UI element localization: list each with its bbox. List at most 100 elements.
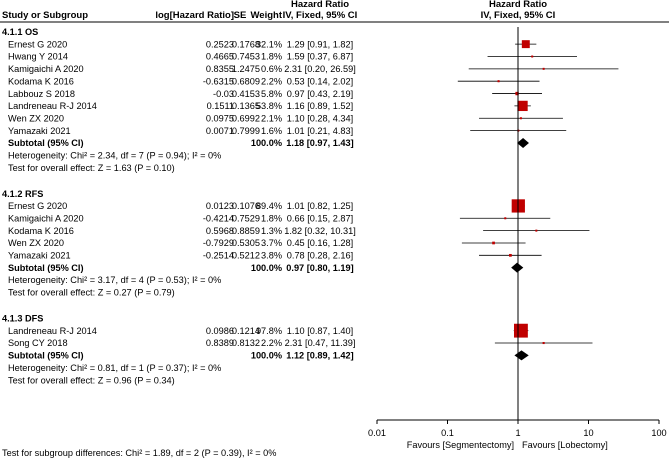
header-plot-subtitle: IV, Fixed, 95% CI [481,10,556,21]
study-loghr: 0.4665 [206,52,234,62]
study-se: 0.5212 [232,251,260,261]
heterogeneity-text: Heterogeneity: Chi² = 0.81, df = 1 (P = … [8,363,221,373]
favours-left-label: Favours [Segmentectomy] [407,440,514,450]
study-ci: 0.97 [0.43, 2.19] [287,89,353,99]
study-weight: 1.8% [261,52,282,62]
study-weight: 97.8% [256,326,282,336]
header-loghr: log[Hazard Ratio] [155,10,234,21]
study-marker [519,117,522,120]
study-weight: 0.6% [261,64,282,74]
study-marker [542,67,545,70]
study-weight: 2.2% [261,76,282,86]
study-name: Yamazaki 2021 [8,251,71,261]
study-se: 0.8132 [232,338,260,348]
header-study: Study or Subgroup [2,10,88,21]
study-ci: 1.29 [0.91, 1.82] [287,39,353,49]
study-loghr: 0.0986 [206,326,234,336]
study-weight: 32.1% [256,39,282,49]
study-name: Landreneau R-J 2014 [8,101,97,111]
subtotal-row: Subtotal (95% CI) 100.0% 1.12 [0.89, 1.42] [8,350,529,361]
study-loghr: -0.7929 [203,238,234,248]
study-weight: 5.8% [261,89,282,99]
study-se: 0.7453 [232,52,260,62]
study-loghr: 0.0123 [206,201,234,211]
study-marker [513,323,528,338]
study-se: 0.1768 [232,39,260,49]
study-name: Kamigaichi A 2020 [8,64,84,74]
study-ci: 1.01 [0.21, 4.83] [287,126,353,136]
study-ci: 0.66 [0.15, 2.87] [287,213,353,223]
study-row: Labbouz S 2018 -0.030.4153 5.8% 0.97 [0.43,… [8,89,543,99]
subgroup-label: 4.1.3 DFS [2,314,43,324]
study-ci: 1.01 [0.82, 1.25] [287,201,353,211]
study-weight: 1.6% [261,126,282,136]
x-tick-label: 10 [583,428,593,438]
study-ci: 0.45 [0.16, 1.28] [287,238,353,248]
overall-effect-text: Test for overall effect: Z = 0.96 (P = 0… [8,375,175,385]
subtotal-ci: 1.12 [0.89, 1.42] [286,351,353,361]
overall-effect-text: Test for overall effect: Z = 1.63 (P = 0… [8,163,175,173]
study-loghr: 0.0071 [206,126,234,136]
study-se: 0.6809 [232,76,260,86]
x-tick-label: 1 [515,428,520,438]
overall-effect-text: Test for overall effect: Z = 0.27 (P = 0… [8,288,175,298]
subtotal-label: Subtotal (95% CI) [8,138,84,148]
study-ci: 1.10 [0.87, 1.40] [287,326,353,336]
study-marker [492,241,495,245]
study-loghr: -0.4214 [203,213,234,223]
study-loghr: -0.03 [213,89,234,99]
study-se: 0.1214 [232,326,260,336]
subtotal-label: Subtotal (95% CI) [8,351,84,361]
subgroup-label: 4.1.2 RFS [2,189,43,199]
study-marker [497,80,500,83]
header-ci-subtitle: IV, Fixed, 95% CI [283,10,358,21]
study-name: Hwang Y 2014 [8,52,68,62]
study-weight: 53.8% [256,101,282,111]
study-weight: 1.8% [261,213,282,223]
study-se: 1.2475 [232,64,260,74]
subtotal-weight: 100.0% [251,351,282,361]
favours-right-label: Favours [Lobectomy] [522,440,608,450]
study-name: Kodama K 2016 [8,226,74,236]
study-loghr: 0.0975 [206,113,234,123]
study-se: 0.8859 [232,226,260,236]
study-ci: 2.31 [0.20, 26.59] [284,64,356,74]
study-name: Kamigaichi A 2020 [8,213,84,223]
study-se: 0.6992 [232,113,260,123]
study-ci: 0.53 [0.14, 2.02] [287,76,353,86]
study-weight: 3.7% [261,238,282,248]
x-tick-label: 100 [651,428,666,438]
x-tick-label: 0.1 [441,428,454,438]
x-tick-label: 0.01 [368,428,386,438]
study-weight: 3.8% [261,251,282,261]
study-se: 0.4153 [232,89,260,99]
study-name: Song CY 2018 [8,338,68,348]
study-marker [504,217,507,220]
study-ci: 1.82 [0.32, 10.31] [284,226,356,236]
study-se: 0.5305 [232,238,260,248]
study-ci: 1.10 [0.28, 4.34] [287,113,353,123]
study-se: 0.7529 [232,213,260,223]
subgroup-label: 4.1.1 OS [2,27,38,37]
study-ci: 1.59 [0.37, 6.87] [287,52,353,62]
x-axis: 0.01 0.1 1 10 100 Favours [Segmentectomy] Favo… [368,27,667,450]
study-marker [521,40,530,49]
study-loghr: 0.5968 [206,226,234,236]
subtotal-weight: 100.0% [251,263,282,273]
study-name: Ernest G 2020 [8,201,67,211]
study-marker [542,341,545,345]
study-marker [517,100,528,112]
heterogeneity-text: Heterogeneity: Chi² = 2.34, df = 7 (P = … [8,151,221,161]
